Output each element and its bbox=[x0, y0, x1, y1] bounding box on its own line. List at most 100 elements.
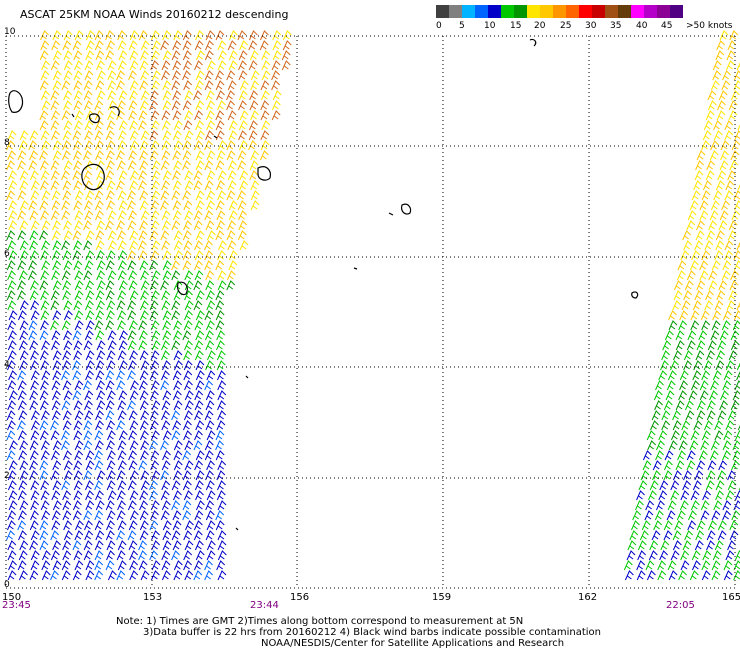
coastlines bbox=[8, 38, 639, 531]
wind-barb bbox=[216, 350, 226, 361]
wind-barb bbox=[95, 290, 105, 301]
wind-barb bbox=[641, 520, 651, 531]
wind-barb bbox=[683, 350, 693, 361]
wind-barb bbox=[735, 430, 740, 441]
wind-barb bbox=[724, 190, 734, 201]
wind-barb bbox=[182, 250, 192, 261]
wind-barb bbox=[184, 290, 193, 301]
lon-label: 159 bbox=[432, 592, 452, 603]
wind-barb bbox=[707, 90, 717, 101]
wind-barb bbox=[74, 120, 83, 131]
wind-barb bbox=[149, 370, 159, 381]
wind-barb bbox=[723, 560, 733, 571]
wind-barb bbox=[195, 160, 205, 171]
wind-barb bbox=[688, 510, 697, 521]
wind-barb bbox=[106, 450, 116, 461]
wind-barb bbox=[40, 410, 50, 421]
wind-barb bbox=[41, 100, 51, 111]
wind-barb bbox=[673, 280, 683, 291]
wind-barb bbox=[139, 530, 149, 541]
wind-barb bbox=[17, 370, 27, 381]
wind-barb bbox=[204, 380, 214, 391]
wind-barb bbox=[83, 380, 92, 391]
wind-barb bbox=[41, 60, 50, 71]
wind-barb bbox=[162, 360, 171, 371]
wind-barb bbox=[250, 200, 260, 211]
wind-barb bbox=[182, 190, 192, 201]
wind-barb bbox=[106, 520, 115, 531]
wind-barb bbox=[19, 470, 29, 481]
wind-barb bbox=[139, 310, 149, 321]
wind-barb bbox=[694, 540, 704, 551]
wind-barb bbox=[73, 150, 82, 161]
wind-barb bbox=[673, 290, 683, 301]
wind-barb bbox=[727, 170, 737, 181]
wind-barb bbox=[127, 300, 137, 311]
wind-barb bbox=[62, 280, 72, 291]
wind-barb bbox=[149, 100, 159, 111]
wind-barb bbox=[692, 370, 702, 381]
wind-barb bbox=[8, 170, 17, 181]
wind-barb bbox=[670, 360, 679, 371]
wind-barb bbox=[663, 470, 673, 481]
wind-barb bbox=[194, 540, 204, 551]
wind-barb bbox=[715, 480, 725, 491]
wind-barb bbox=[74, 30, 84, 41]
wind-barb bbox=[204, 560, 213, 571]
wind-barb bbox=[171, 260, 180, 271]
wind-barb bbox=[29, 450, 39, 461]
wind-barb bbox=[718, 90, 728, 101]
wind-barb bbox=[173, 120, 183, 131]
wind-barb bbox=[73, 70, 83, 81]
colorbar-swatch bbox=[670, 5, 683, 18]
wind-barb bbox=[689, 570, 699, 581]
wind-barb bbox=[72, 330, 82, 341]
wind-barb bbox=[701, 320, 711, 331]
wind-barb bbox=[710, 200, 720, 211]
wind-barb bbox=[72, 510, 82, 521]
wind-barb bbox=[690, 490, 700, 501]
wind-barb bbox=[8, 370, 17, 381]
wind-barb bbox=[73, 260, 83, 271]
wind-barb bbox=[717, 170, 727, 181]
wind-barb bbox=[667, 370, 677, 381]
map-grid bbox=[5, 35, 736, 589]
wind-barb bbox=[50, 100, 60, 111]
wind-barb bbox=[648, 490, 657, 501]
wind-barb bbox=[205, 340, 215, 351]
wind-barb bbox=[117, 240, 127, 251]
wind-barb bbox=[217, 550, 227, 561]
wind-barb bbox=[51, 250, 61, 261]
wind-barb bbox=[52, 310, 62, 321]
wind-barb bbox=[703, 120, 713, 131]
wind-barb bbox=[63, 230, 73, 241]
wind-barb bbox=[62, 350, 72, 361]
wind-barb bbox=[184, 310, 193, 321]
wind-barb bbox=[692, 300, 702, 311]
wind-barb bbox=[140, 410, 150, 421]
wind-barb bbox=[183, 350, 193, 361]
wind-barb bbox=[63, 120, 73, 131]
wind-barb bbox=[107, 100, 117, 111]
wind-barb bbox=[171, 190, 181, 201]
wind-barb bbox=[707, 100, 717, 111]
wind-barb bbox=[727, 470, 736, 481]
wind-barb bbox=[63, 340, 73, 351]
island-outline bbox=[235, 527, 239, 531]
wind-barb bbox=[117, 560, 127, 571]
wind-barb bbox=[659, 550, 668, 561]
wind-barb bbox=[96, 260, 106, 271]
wind-barb bbox=[688, 390, 698, 401]
wind-barb bbox=[107, 60, 117, 71]
wind-barb bbox=[129, 290, 139, 301]
wind-barb bbox=[161, 560, 171, 571]
wind-barb bbox=[73, 420, 83, 431]
wind-barb bbox=[96, 280, 106, 291]
wind-barb bbox=[118, 170, 128, 181]
wind-barb bbox=[250, 70, 260, 81]
wind-barb bbox=[107, 270, 117, 281]
wind-barb bbox=[635, 500, 644, 511]
wind-barb bbox=[94, 190, 104, 201]
wind-barb bbox=[261, 60, 271, 71]
wind-barb bbox=[680, 490, 690, 501]
